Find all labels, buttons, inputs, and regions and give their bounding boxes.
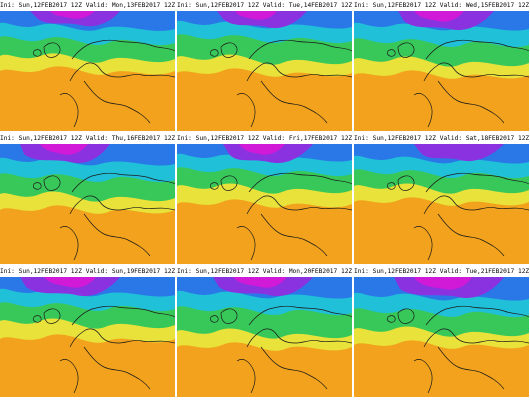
ini-date: Sun,12FEB2017 12Z [372, 268, 436, 275]
coastlines [33, 39, 175, 128]
valid-label: Valid: [85, 2, 109, 9]
ini-label: Ini: [0, 2, 15, 9]
forecast-map [354, 11, 529, 131]
coastlines [33, 305, 175, 394]
forecast-map [177, 144, 352, 264]
violet-band [414, 144, 504, 162]
coastlines [33, 172, 175, 261]
ini-date: Sun,12FEB2017 12Z [18, 2, 82, 9]
ini-date: Sun,12FEB2017 12Z [195, 268, 259, 275]
valid-label: Valid: [262, 135, 286, 142]
forecast-map [177, 277, 352, 397]
coastlines [210, 172, 352, 261]
forecast-map [0, 277, 175, 397]
valid-date: Tue,14FEB2017 12Z [288, 2, 352, 9]
valid-date: Fri,17FEB2017 12Z [288, 135, 352, 142]
magenta-band [414, 277, 472, 290]
ini-label: Ini: [354, 135, 369, 142]
magenta-band [50, 11, 95, 19]
magenta-band [40, 144, 88, 155]
valid-date: Mon,20FEB2017 12Z [288, 268, 352, 275]
map-panel: Ini: Sun,12FEB2017 12Z Valid: Thu,16FEB2… [0, 133, 175, 264]
ini-label: Ini: [0, 135, 15, 142]
ini-date: Sun,12FEB2017 12Z [195, 135, 259, 142]
coastlines [387, 39, 529, 128]
ini-date: Sun,12FEB2017 12Z [372, 2, 436, 9]
panel-header: Ini: Sun,12FEB2017 12Z Valid: Thu,16FEB2… [0, 133, 175, 144]
ini-date: Sun,12FEB2017 12Z [18, 135, 82, 142]
map-panel: Ini: Sun,12FEB2017 12Z Valid: Mon,20FEB2… [177, 266, 352, 397]
valid-label: Valid: [85, 268, 109, 275]
ini-label: Ini: [0, 268, 15, 275]
magenta-band [235, 11, 277, 20]
forecast-map [354, 277, 529, 397]
ini-label: Ini: [177, 2, 192, 9]
ini-date: Sun,12FEB2017 12Z [195, 2, 259, 9]
valid-label: Valid: [85, 135, 109, 142]
map-panel: Ini: Sun,12FEB2017 12Z Valid: Sun,19FEB2… [0, 266, 175, 397]
valid-date: Sun,19FEB2017 12Z [111, 268, 175, 275]
panel-header: Ini: Sun,12FEB2017 12Z Valid: Mon,20FEB2… [177, 266, 352, 277]
coastlines [210, 305, 352, 394]
ini-date: Sun,12FEB2017 12Z [18, 268, 82, 275]
map-panel: Ini: Sun,12FEB2017 12Z Valid: Mon,13FEB2… [0, 0, 175, 131]
valid-label: Valid: [262, 268, 286, 275]
coastlines [387, 172, 529, 261]
map-panel: Ini: Sun,12FEB2017 12Z Valid: Tue,14FEB2… [177, 0, 352, 131]
ini-label: Ini: [177, 268, 192, 275]
forecast-map [0, 11, 175, 131]
magenta-band [233, 277, 287, 288]
forecast-map [177, 11, 352, 131]
ini-label: Ini: [354, 268, 369, 275]
panel-header: Ini: Sun,12FEB2017 12Z Valid: Tue,21FEB2… [354, 266, 529, 277]
valid-label: Valid: [439, 135, 463, 142]
valid-label: Valid: [262, 2, 286, 9]
panel-header: Ini: Sun,12FEB2017 12Z Valid: Sat,18FEB2… [354, 133, 529, 144]
panel-header: Ini: Sun,12FEB2017 12Z Valid: Sun,19FEB2… [0, 266, 175, 277]
valid-date: Tue,21FEB2017 12Z [465, 268, 529, 275]
valid-date: Mon,13FEB2017 12Z [111, 2, 175, 9]
valid-date: Wed,15FEB2017 12Z [465, 2, 529, 9]
magenta-band [44, 277, 96, 288]
panel-header: Ini: Sun,12FEB2017 12Z Valid: Tue,14FEB2… [177, 0, 352, 11]
map-panel: Ini: Sun,12FEB2017 12Z Valid: Fri,17FEB2… [177, 133, 352, 264]
magenta-band [414, 11, 464, 22]
ini-label: Ini: [177, 135, 192, 142]
map-panel: Ini: Sun,12FEB2017 12Z Valid: Wed,15FEB2… [354, 0, 529, 131]
coastlines [387, 305, 529, 394]
forecast-map [0, 144, 175, 264]
map-panel: Ini: Sun,12FEB2017 12Z Valid: Sat,18FEB2… [354, 133, 529, 264]
valid-label: Valid: [439, 2, 463, 9]
ini-date: Sun,12FEB2017 12Z [372, 135, 436, 142]
panel-header: Ini: Sun,12FEB2017 12Z Valid: Mon,13FEB2… [0, 0, 175, 11]
coastlines [210, 39, 352, 128]
ini-label: Ini: [354, 2, 369, 9]
map-panel: Ini: Sun,12FEB2017 12Z Valid: Tue,21FEB2… [354, 266, 529, 397]
panel-header: Ini: Sun,12FEB2017 12Z Valid: Wed,15FEB2… [354, 0, 529, 11]
valid-label: Valid: [439, 268, 463, 275]
panel-header: Ini: Sun,12FEB2017 12Z Valid: Fri,17FEB2… [177, 133, 352, 144]
forecast-map [354, 144, 529, 264]
magenta-band [239, 144, 285, 155]
valid-date: Thu,16FEB2017 12Z [111, 135, 175, 142]
valid-date: Sat,18FEB2017 12Z [465, 135, 529, 142]
